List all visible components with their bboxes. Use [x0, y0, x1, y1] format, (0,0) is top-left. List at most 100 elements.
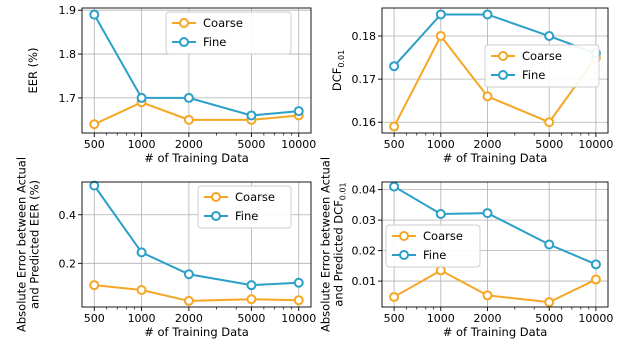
- x-tick-label: 2000: [473, 312, 501, 325]
- x-axis-label: # of Training Data: [443, 325, 548, 339]
- data-point-fine: [183, 269, 194, 280]
- data-point-coarse: [482, 91, 493, 102]
- y-tick-label: 0.16: [352, 116, 377, 129]
- data-point-coarse: [435, 265, 446, 276]
- y-tick-label: 0.02: [352, 245, 377, 258]
- chart-panel-2: 500 1000 2000 5000 10000 0.16 0.17 0.18 # of Tra…: [330, 7, 613, 165]
- data-point-coarse: [544, 117, 555, 128]
- axes-frame: [81, 181, 312, 308]
- x-tick-label: 2000: [175, 312, 203, 325]
- data-point-fine: [136, 92, 147, 103]
- legend-marker-fine: [498, 70, 508, 80]
- data-point-fine: [293, 106, 304, 117]
- x-axis-label: # of Training Data: [443, 151, 548, 165]
- legend-label-fine: Fine: [522, 68, 545, 82]
- x-tick-label: 2000: [175, 138, 203, 151]
- x-tick-label: 5000: [237, 138, 265, 151]
- data-point-fine: [482, 208, 493, 219]
- x-tick-label: 1000: [128, 138, 156, 151]
- chart-panel-3: 500 1000 2000 5000 10000 0.2 0.4 # of Training …: [15, 157, 317, 339]
- x-tick-label: 10000: [281, 138, 316, 151]
- data-point-fine: [89, 9, 100, 20]
- series-line-coarse: [393, 269, 597, 304]
- y-axis-label-subscript: 0.01: [339, 182, 348, 200]
- data-point-fine: [389, 61, 400, 72]
- data-point-fine: [136, 247, 147, 258]
- legend-box: [165, 11, 292, 55]
- x-tick-label: 500: [384, 312, 405, 325]
- legend-marker-coarse: [399, 231, 409, 241]
- data-point-fine: [246, 110, 257, 121]
- y-axis-label-subscript: 0.01: [337, 50, 346, 68]
- x-tick-label: 10000: [281, 312, 316, 325]
- x-tick-label: 5000: [535, 138, 563, 151]
- x-tick-label: 500: [384, 138, 405, 151]
- y-axis-label-line: EER (%): [26, 47, 40, 93]
- series-line-coarse: [94, 284, 299, 302]
- legend-label-coarse: Coarse: [423, 229, 463, 243]
- y-axis-label-line: DCF0.01: [330, 50, 346, 91]
- x-tick-label: 10000: [578, 312, 613, 325]
- legend-label-coarse: Coarse: [522, 49, 562, 63]
- axes-frame: [81, 7, 312, 134]
- data-point-coarse: [389, 291, 400, 302]
- y-tick-label: 1.9: [59, 4, 77, 17]
- x-tick-label: 1000: [427, 138, 455, 151]
- legend: Coarse Fine: [197, 185, 292, 229]
- data-point-coarse: [183, 114, 194, 125]
- legend-label-fine: Fine: [235, 209, 258, 223]
- data-point-fine: [183, 92, 194, 103]
- legend-marker-coarse: [211, 192, 221, 202]
- x-tick-label: 1000: [128, 312, 156, 325]
- y-axis-label: Absolute Error between Actual and Predict…: [319, 157, 348, 332]
- x-tick-label: 5000: [535, 312, 563, 325]
- y-tick-label: 0.03: [352, 214, 377, 227]
- y-axis-label-line: Absolute Error between Actual: [15, 157, 29, 332]
- data-point-coarse: [293, 295, 304, 306]
- y-axis-label: DCF0.01: [330, 50, 346, 91]
- y-axis-label-line: Absolute Error between Actual: [319, 157, 333, 332]
- legend: Coarse Fine: [484, 44, 600, 88]
- axes-frame: [381, 181, 609, 308]
- y-tick-label: 0.4: [59, 209, 77, 222]
- legend-marker-coarse: [179, 18, 189, 28]
- legend-marker-fine: [211, 211, 221, 221]
- legend-label-fine: Fine: [203, 35, 226, 49]
- y-axis-label: EER (%): [26, 47, 40, 93]
- chart-panel-1: 500 1000 2000 5000 10000 1.7 1.8 1.9 # of Traini…: [26, 4, 316, 165]
- data-point-coarse: [482, 290, 493, 301]
- y-tick-label: 0.2: [59, 257, 77, 270]
- data-point-coarse: [89, 280, 100, 291]
- legend-label-coarse: Coarse: [235, 190, 275, 204]
- data-point-coarse: [544, 297, 555, 308]
- x-axis-label: # of Training Data: [144, 325, 249, 339]
- legend: Coarse Fine: [385, 224, 481, 268]
- legend-marker-fine: [179, 37, 189, 47]
- axes-frame: [381, 7, 609, 134]
- data-point-coarse: [183, 295, 194, 306]
- data-point-coarse: [389, 121, 400, 132]
- data-point-fine: [544, 31, 555, 42]
- chart-panel-4: 500 1000 2000 5000 10000 0.01 0.02 0.03 0.04 # of…: [319, 157, 614, 339]
- data-point-fine: [482, 9, 493, 20]
- legend-label-fine: Fine: [423, 248, 446, 262]
- data-point-fine: [544, 239, 555, 250]
- data-point-coarse: [590, 274, 601, 285]
- x-tick-label: 10000: [578, 138, 613, 151]
- x-tick-label: 500: [84, 312, 105, 325]
- x-axis-label: # of Training Data: [144, 151, 249, 165]
- y-tick-label: 0.01: [352, 275, 377, 288]
- y-tick-label: 0.18: [352, 30, 377, 43]
- y-axis-label-line: and Predicted DCF0.01: [332, 182, 348, 306]
- data-point-fine: [590, 259, 601, 270]
- x-tick-label: 1000: [427, 312, 455, 325]
- legend-marker-coarse: [498, 51, 508, 61]
- y-tick-label: 0.17: [352, 73, 377, 86]
- data-point-coarse: [246, 294, 257, 305]
- legend-label-coarse: Coarse: [203, 16, 243, 30]
- data-point-coarse: [136, 285, 147, 296]
- x-tick-label: 2000: [473, 138, 501, 151]
- legend: Coarse Fine: [165, 11, 292, 55]
- legend-marker-fine: [399, 250, 409, 260]
